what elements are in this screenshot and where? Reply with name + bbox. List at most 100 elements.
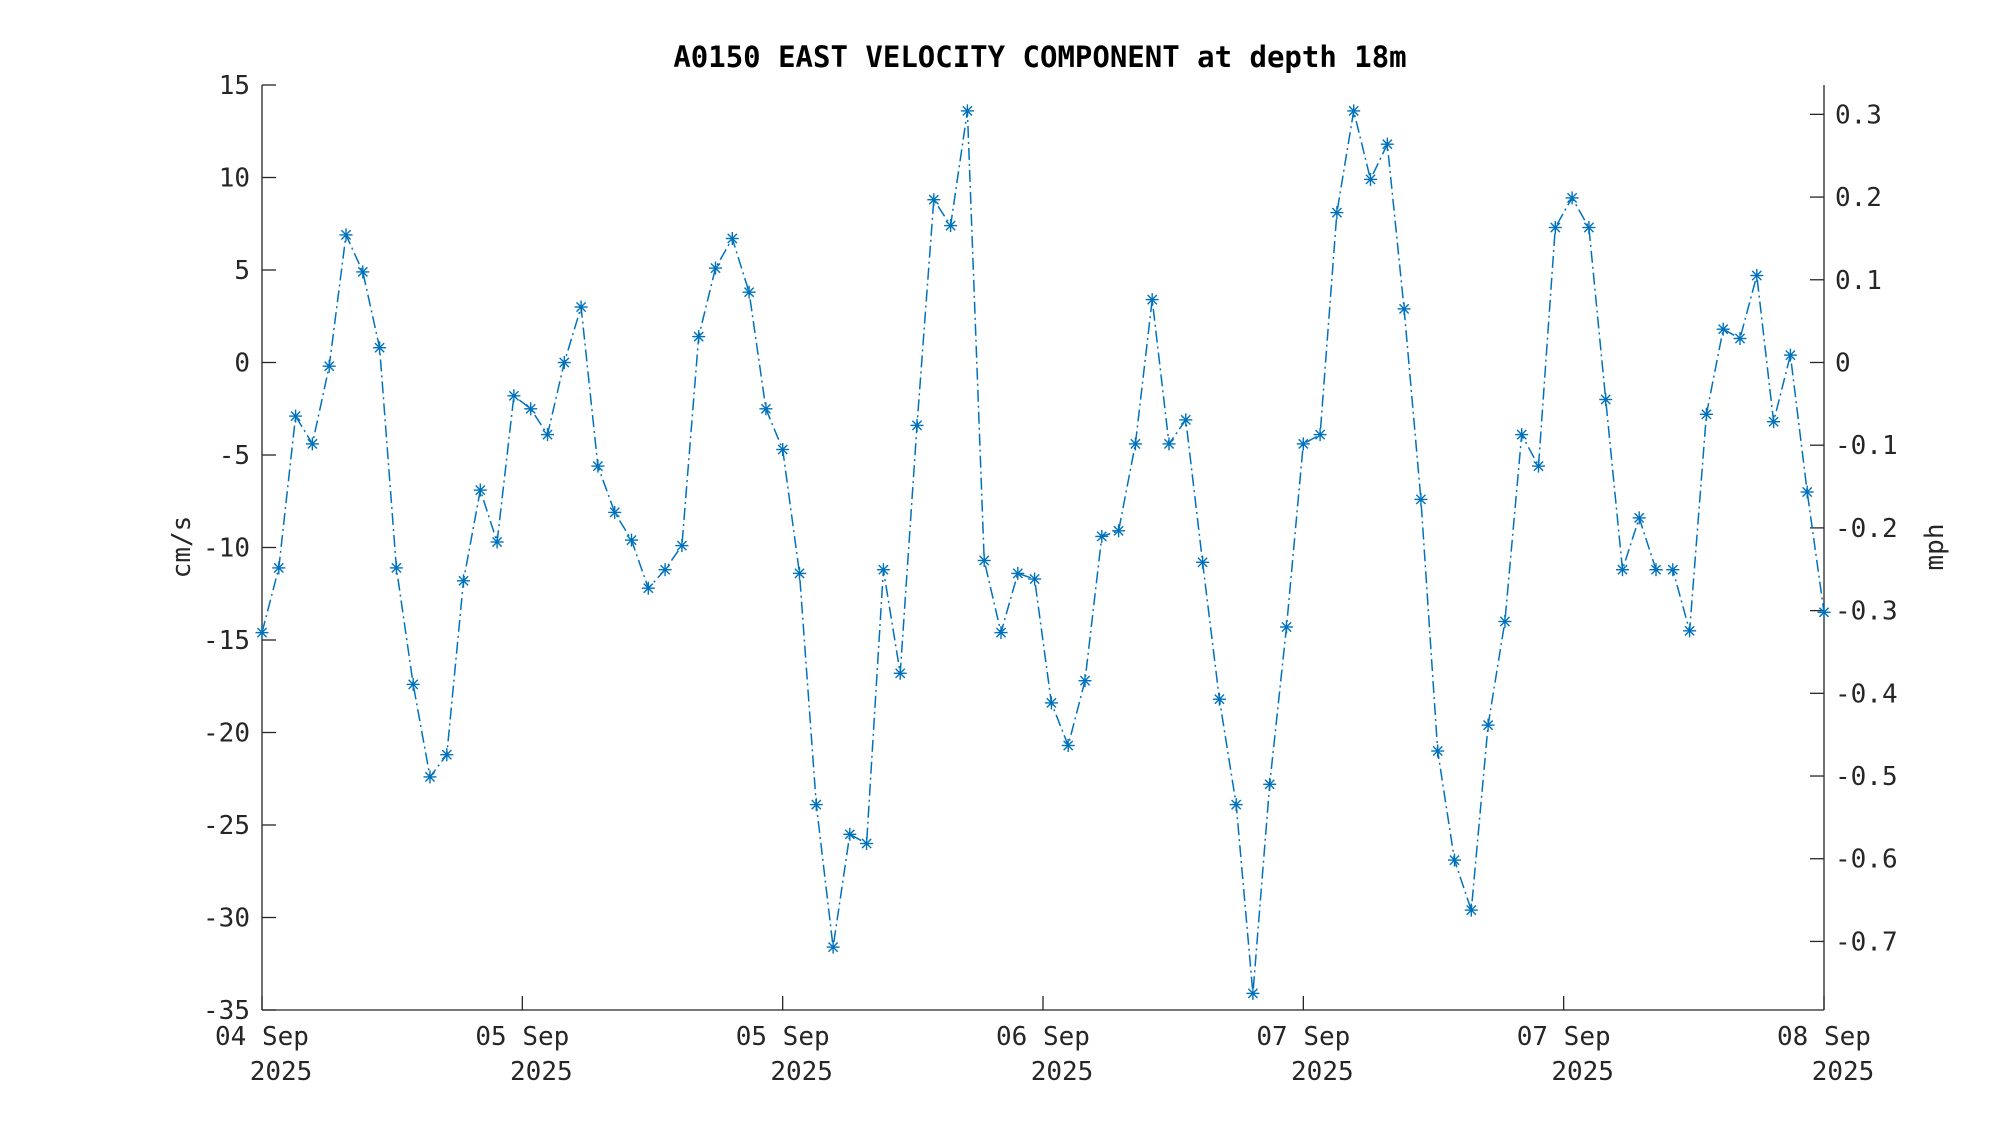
data-point [692, 330, 706, 344]
y-tick-label: -20 [203, 719, 250, 749]
y-tick-label: 0 [234, 349, 250, 379]
chart-title: A0150 EAST VELOCITY COMPONENT at depth 1… [673, 40, 1406, 74]
data-point [1263, 777, 1277, 791]
data-point [809, 798, 823, 812]
data-point [658, 563, 672, 577]
x-tick-label-year: 2025 [770, 1057, 833, 1087]
y-tick-label: -25 [203, 811, 250, 841]
data-point [893, 666, 907, 680]
data-point [356, 265, 370, 279]
y2-tick-label: -0.2 [1835, 514, 1898, 544]
data-point [1565, 191, 1579, 205]
y2-tick-label: 0.3 [1835, 100, 1882, 130]
y2-tick-label: -0.7 [1835, 927, 1898, 957]
data-point [591, 459, 605, 473]
data-point [1414, 492, 1428, 506]
y-tick-label: 10 [219, 164, 250, 194]
data-point [490, 535, 504, 549]
x-tick-label-year: 2025 [1551, 1057, 1614, 1087]
data-point [876, 563, 890, 577]
data-point [1599, 393, 1613, 406]
data-point [524, 402, 538, 416]
data-point [457, 574, 470, 588]
data-point [1800, 485, 1814, 499]
data-point [1112, 524, 1126, 538]
data-point [1196, 555, 1210, 569]
data-point [1145, 293, 1159, 307]
data-point [255, 626, 269, 640]
data-point [507, 389, 521, 403]
data-point [977, 554, 991, 567]
data-point [725, 232, 739, 245]
data-point [1280, 620, 1293, 634]
data-point [339, 228, 353, 242]
data-point [1632, 511, 1646, 525]
x-tick-label-day: 04 Sep [215, 1022, 309, 1052]
data-point [1330, 206, 1344, 220]
data-point [1733, 332, 1747, 345]
data-point [759, 402, 773, 416]
data-point [541, 428, 554, 442]
series-line [261, 110, 1825, 994]
data-point [1246, 986, 1260, 1000]
y2-tick-label: 0 [1835, 348, 1851, 378]
data-point [1448, 853, 1461, 867]
data-point [1179, 413, 1193, 427]
data-point [960, 104, 974, 118]
x-tick-label-day: 05 Sep [736, 1022, 830, 1052]
y2-tick-label: -0.1 [1835, 431, 1898, 461]
y-tick-label: -35 [203, 996, 250, 1026]
x-tick-label-day: 08 Sep [1777, 1022, 1871, 1052]
data-point [574, 300, 588, 314]
data-point [1162, 437, 1176, 451]
y2-tick-label: -0.3 [1835, 597, 1898, 627]
data-point [1817, 605, 1831, 619]
y-tick-label: -30 [203, 904, 250, 934]
data-point [389, 561, 403, 575]
data-point [1666, 563, 1680, 577]
data-point [994, 626, 1008, 640]
data-series [255, 104, 1831, 1000]
data-point [1515, 428, 1529, 442]
x-tick-label-day: 07 Sep [1256, 1022, 1350, 1052]
x-tick-label-day: 05 Sep [475, 1022, 569, 1052]
data-point [860, 837, 874, 850]
data-point [1532, 459, 1545, 473]
y-tick-label: 15 [219, 71, 250, 101]
data-point [944, 219, 958, 233]
data-point [406, 677, 420, 691]
data-point [1699, 407, 1713, 421]
data-point [1380, 137, 1394, 151]
data-point [289, 409, 303, 423]
data-point [1061, 739, 1075, 752]
data-point [1078, 674, 1092, 688]
data-point [1464, 903, 1478, 917]
y-tick-label: -10 [203, 534, 250, 564]
data-point [1044, 696, 1058, 710]
x-tick-label-year: 2025 [1291, 1057, 1354, 1087]
y-axis-label: cm/s [167, 516, 197, 579]
data-point [1481, 718, 1495, 732]
data-point [1616, 563, 1629, 577]
data-point [1548, 221, 1562, 234]
y2-tick-label: 0.1 [1835, 266, 1882, 296]
data-point [473, 483, 487, 497]
axes: 15 10 5 0 -5 -10 -15 -20 -25 -30 -35 0.3 0.2 0.1 0 -0.1… [203, 71, 1898, 1087]
data-point [1296, 437, 1310, 451]
data-point [1212, 692, 1226, 706]
data-point [608, 505, 622, 519]
y2-axis-label: mph [1920, 524, 1950, 571]
data-point [423, 770, 437, 784]
data-point [1128, 437, 1142, 451]
data-point [910, 418, 924, 432]
data-point [641, 581, 655, 595]
data-point [1229, 798, 1243, 812]
data-point [1750, 269, 1764, 282]
data-point [557, 356, 571, 369]
data-point [776, 443, 790, 456]
data-point [1347, 104, 1361, 118]
data-point [1397, 302, 1411, 316]
data-point [305, 437, 319, 451]
data-point [373, 341, 387, 355]
